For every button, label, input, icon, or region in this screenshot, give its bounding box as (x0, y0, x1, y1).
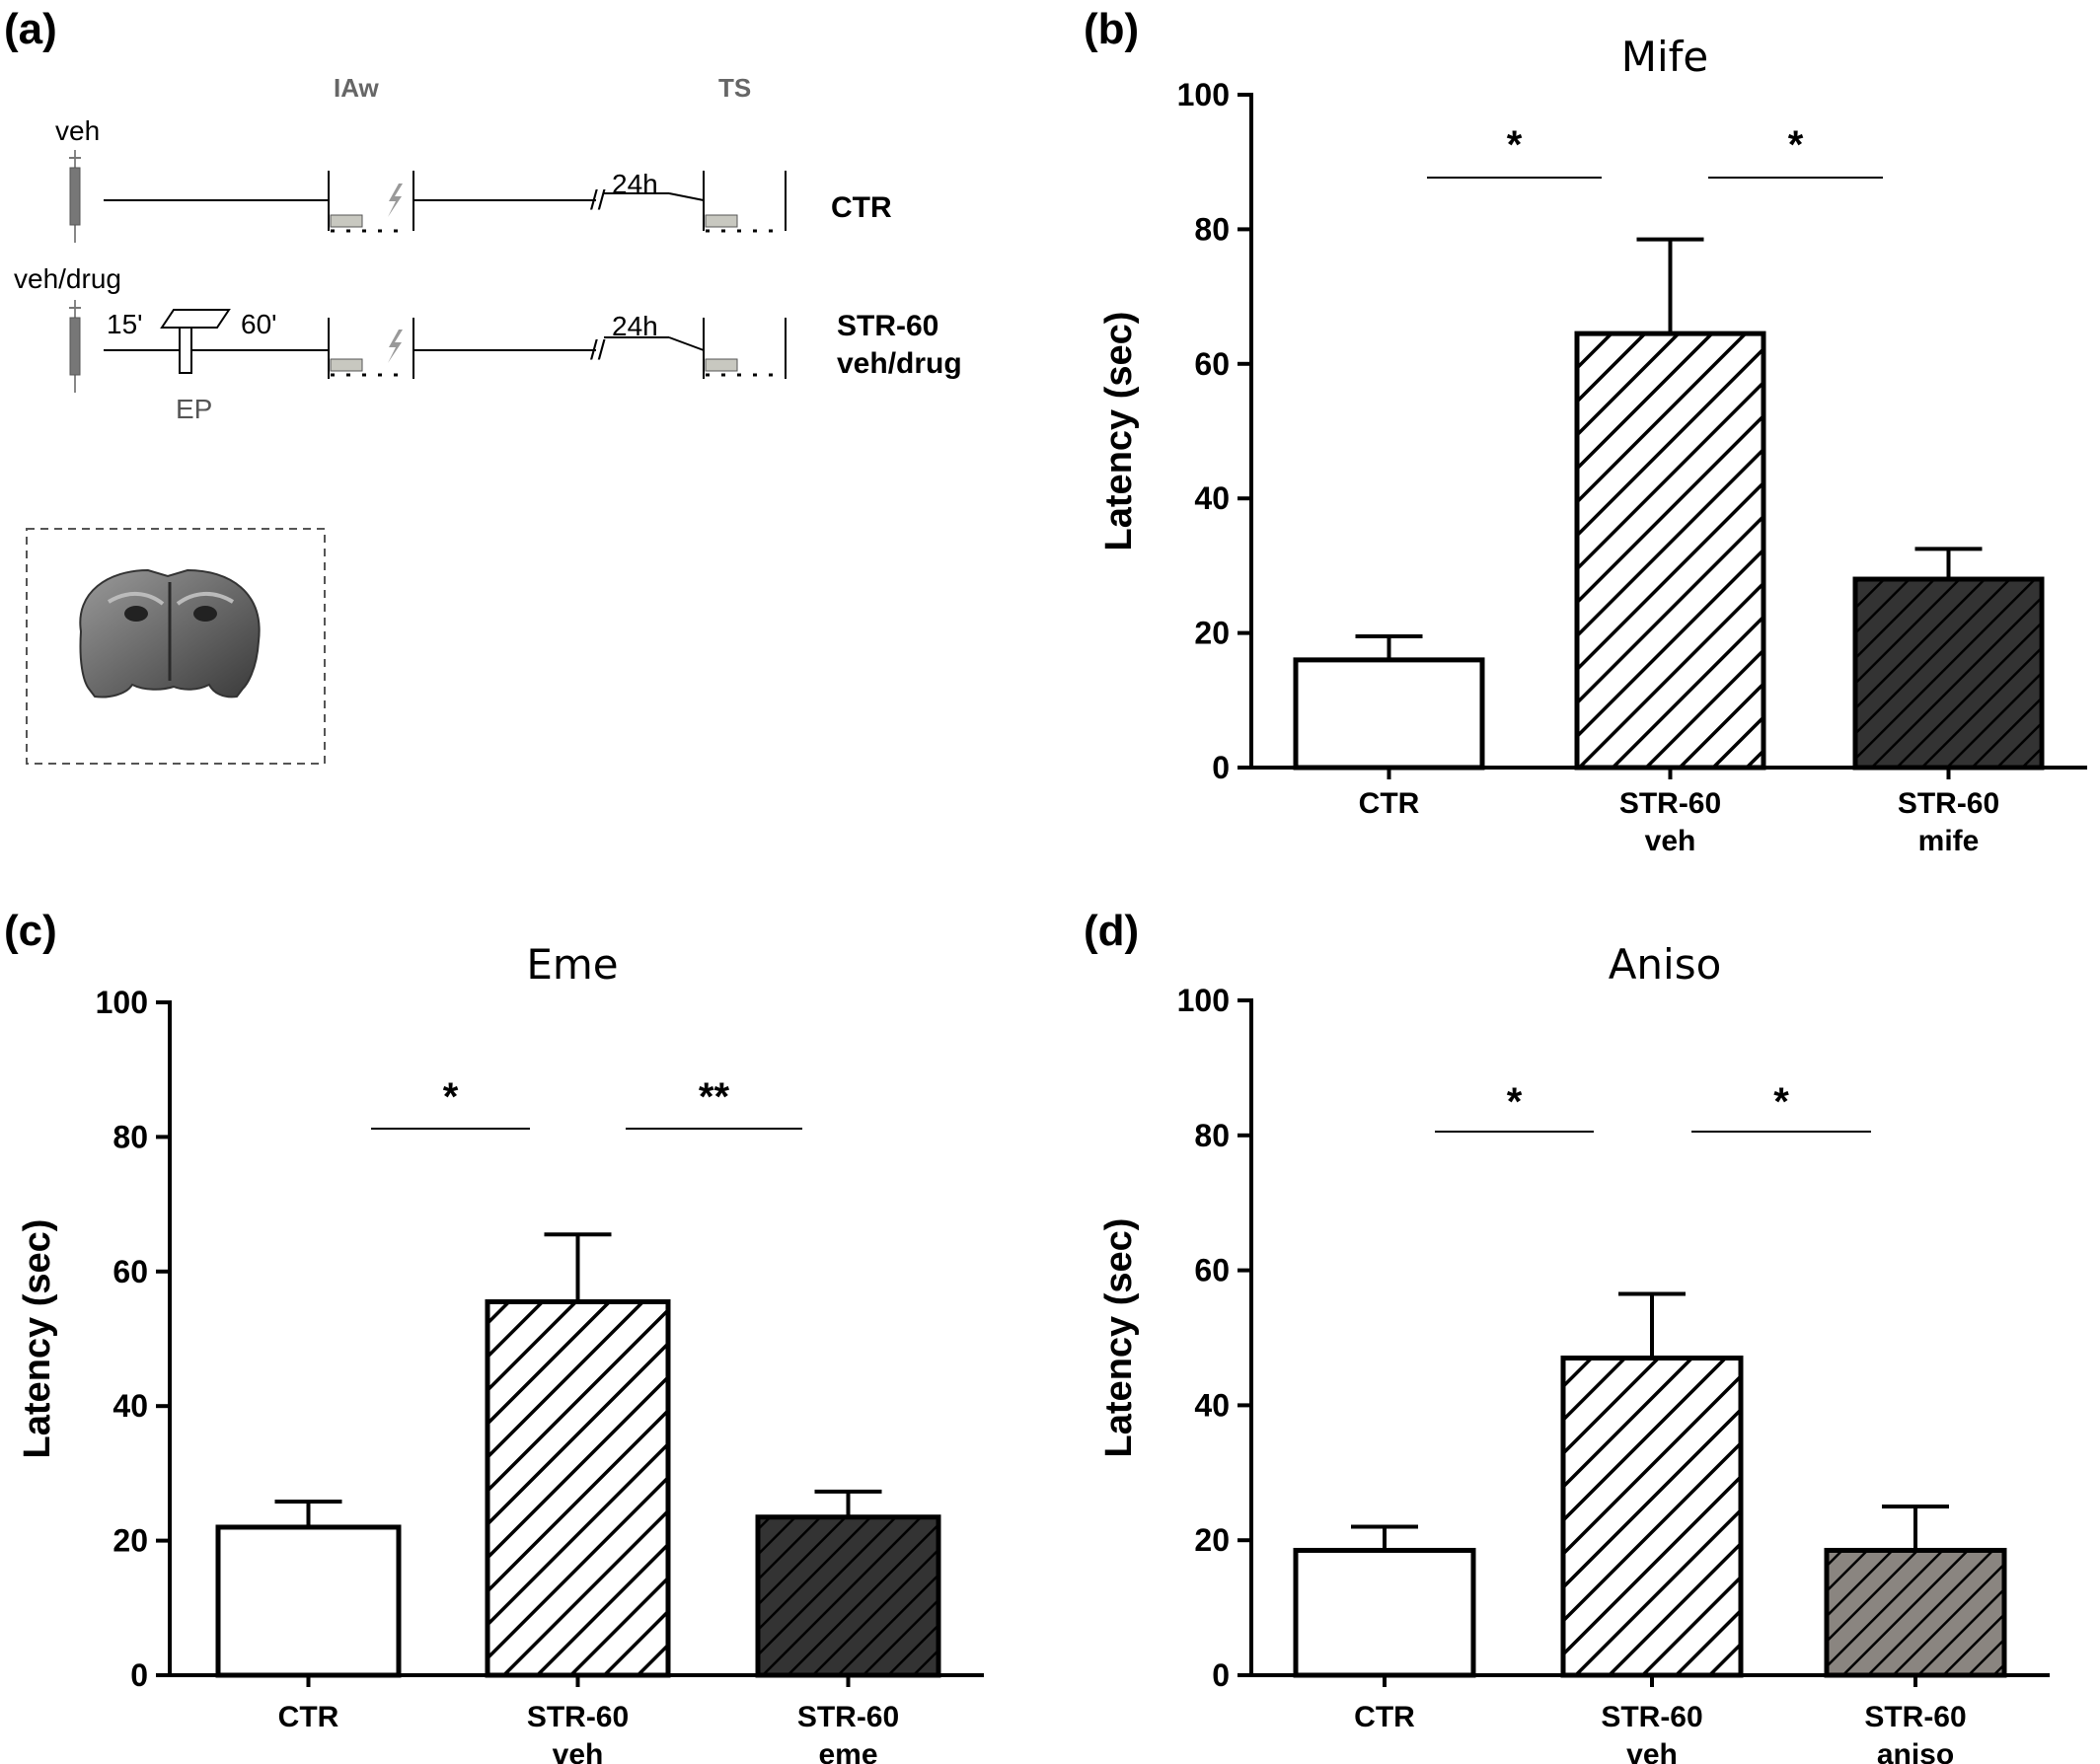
y-tick-label: 80 (1194, 1118, 1230, 1153)
chart-title: Eme (526, 940, 618, 989)
significance-label: * (1788, 123, 1804, 167)
panel-label-d: (d) (1084, 907, 1139, 955)
y-tick-label: 40 (1194, 480, 1230, 516)
significance-label: * (1507, 123, 1523, 167)
y-axis-label: Latency (sec) (1098, 312, 1140, 551)
brain-section-image (79, 568, 261, 698)
syringe-icon (69, 150, 81, 243)
panel-b: (b) Mife Latency (sec) 0 20 40 60 80 100 CTR STR-… (1084, 5, 2087, 857)
y-tick-label: 20 (112, 1523, 148, 1559)
panel-label-c: (c) (4, 907, 57, 955)
y-axis-label: Latency (sec) (1098, 1218, 1140, 1458)
row1-training-box (328, 171, 414, 233)
bar (485, 1298, 671, 1678)
syringe-icon-2 (69, 300, 81, 393)
y-tick-label: 20 (1194, 1522, 1230, 1558)
bar (1293, 1547, 1476, 1678)
row1-group-label: CTR (831, 191, 892, 224)
y-tick-label: 100 (96, 985, 148, 1020)
bar (1293, 657, 1485, 771)
significance-label: ** (699, 1075, 730, 1119)
elevated-platform-icon (160, 309, 231, 374)
row2-test-box (703, 318, 787, 379)
row1-delay-label: 24h (612, 169, 658, 199)
x-tick-label: veh (553, 1738, 604, 1764)
row1-break-icon: // (590, 184, 606, 215)
x-tick-label: aniso (1877, 1738, 1954, 1764)
x-tick-label: veh (1645, 825, 1696, 857)
y-tick-label: 80 (1194, 211, 1230, 247)
bar (755, 1514, 941, 1678)
row2-delay-label: 24h (612, 311, 658, 341)
row1-test-box (703, 171, 787, 233)
panel-d: (d) Aniso Latency (sec) 0 20 40 60 80 100 CTR STR… (1084, 907, 2050, 1764)
x-tick-label: veh (1626, 1738, 1678, 1764)
phase-label-iaw: IAw (334, 73, 380, 103)
x-tick-label: CTR (278, 1701, 339, 1733)
y-tick-label: 0 (1212, 1657, 1230, 1693)
y-tick-label: 100 (1177, 77, 1230, 112)
panel-label-b: (b) (1084, 5, 1139, 53)
bar (215, 1524, 402, 1678)
x-tick-label: STR-60 (1601, 1701, 1702, 1733)
y-tick-label: 60 (1194, 346, 1230, 382)
row1-injection-label: veh (55, 115, 100, 146)
row2-group-label-1: STR-60 (837, 310, 938, 342)
row2-break-icon: // (590, 334, 606, 365)
x-tick-label: CTR (1354, 1701, 1415, 1733)
bar (1574, 331, 1766, 771)
shock-bolt-icon-2 (388, 330, 403, 363)
x-tick-label: STR-60 (527, 1701, 629, 1733)
row2-injection-label: veh/drug (14, 263, 121, 294)
y-tick-label: 40 (112, 1388, 148, 1424)
x-tick-label: CTR (1359, 787, 1420, 820)
significance-label: * (1507, 1080, 1523, 1124)
y-tick-label: 60 (112, 1254, 148, 1289)
chart-title: Mife (1621, 33, 1709, 81)
brain-inset-frame (26, 528, 326, 765)
y-tick-label: 20 (1194, 616, 1230, 651)
phase-label-ts: TS (718, 73, 751, 103)
x-tick-label: STR-60 (797, 1701, 899, 1733)
panel-a: (a) IAw TS veh // 24h CTR (4, 5, 962, 765)
y-tick-label: 80 (112, 1119, 148, 1154)
chart-title: Aniso (1609, 940, 1722, 989)
panel-c: (c) Eme Latency (sec) 0 20 40 60 80 100 CTR STR-6… (4, 907, 984, 1764)
bar (1852, 576, 2045, 771)
shock-bolt-icon (388, 184, 403, 217)
y-tick-label: 60 (1194, 1253, 1230, 1288)
x-tick-label: STR-60 (1864, 1701, 1966, 1733)
row2-training-box (328, 318, 414, 379)
y-tick-label: 0 (1212, 750, 1230, 785)
x-tick-label: eme (818, 1738, 877, 1764)
x-tick-label: STR-60 (1898, 787, 1999, 820)
row2-group-label-2: veh/drug (837, 347, 962, 380)
y-axis-label: Latency (sec) (17, 1219, 58, 1459)
y-tick-label: 40 (1194, 1387, 1230, 1423)
bar (1560, 1356, 1744, 1678)
panel-label-a: (a) (4, 5, 57, 53)
y-tick-label: 0 (130, 1657, 148, 1693)
bar (1824, 1547, 2007, 1678)
platform-label: EP (176, 394, 212, 424)
significance-label: * (1773, 1080, 1789, 1124)
y-tick-label: 100 (1177, 983, 1230, 1018)
significance-label: * (443, 1075, 459, 1119)
x-tick-label: STR-60 (1619, 787, 1721, 820)
row2-before-label: 15' (107, 309, 143, 339)
row2-after-label: 60' (241, 309, 277, 339)
x-tick-label: mife (1918, 825, 1980, 857)
